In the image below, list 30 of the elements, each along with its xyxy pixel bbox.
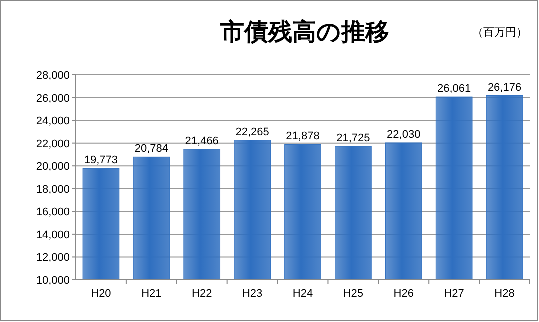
y-tick-label: 10,000	[36, 275, 70, 287]
y-tick-label: 20,000	[36, 161, 70, 174]
y-tick-label: 28,000	[36, 70, 70, 82]
y-tick-label: 12,000	[36, 252, 70, 264]
x-tick-label: H23	[242, 288, 263, 300]
x-tick-label: H22	[192, 288, 212, 300]
x-tick-label: H25	[343, 288, 364, 300]
y-tick-label: 18,000	[36, 184, 70, 196]
x-tick-label: H20	[91, 288, 112, 300]
data-label: 20,784	[134, 143, 168, 156]
x-tick-label: H26	[394, 288, 414, 300]
y-tick-label: 24,000	[36, 116, 70, 128]
text: （百万円）	[472, 27, 528, 39]
data-label: 21,725	[336, 132, 370, 144]
y-tick-label: 26,000	[36, 92, 70, 105]
y-tick-label: 22,000	[36, 138, 70, 150]
x-tick-label: H27	[444, 288, 464, 300]
chart-title: 市債残高の推移	[220, 18, 390, 46]
data-label: 26,176	[488, 82, 522, 94]
x-tick-label: H28	[494, 288, 515, 300]
data-label: 22,265	[236, 126, 270, 138]
data-label: 19,773	[84, 154, 118, 167]
data-label: 22,030	[387, 128, 421, 141]
x-tick-label: H21	[142, 288, 162, 300]
data-label: 26,061	[438, 83, 472, 96]
data-label: 21,878	[286, 130, 320, 143]
y-tick-label: 14,000	[36, 229, 70, 242]
data-label: 21,466	[185, 135, 219, 148]
x-tick-label: H24	[292, 288, 314, 300]
y-tick-label: 16,000	[36, 206, 70, 219]
